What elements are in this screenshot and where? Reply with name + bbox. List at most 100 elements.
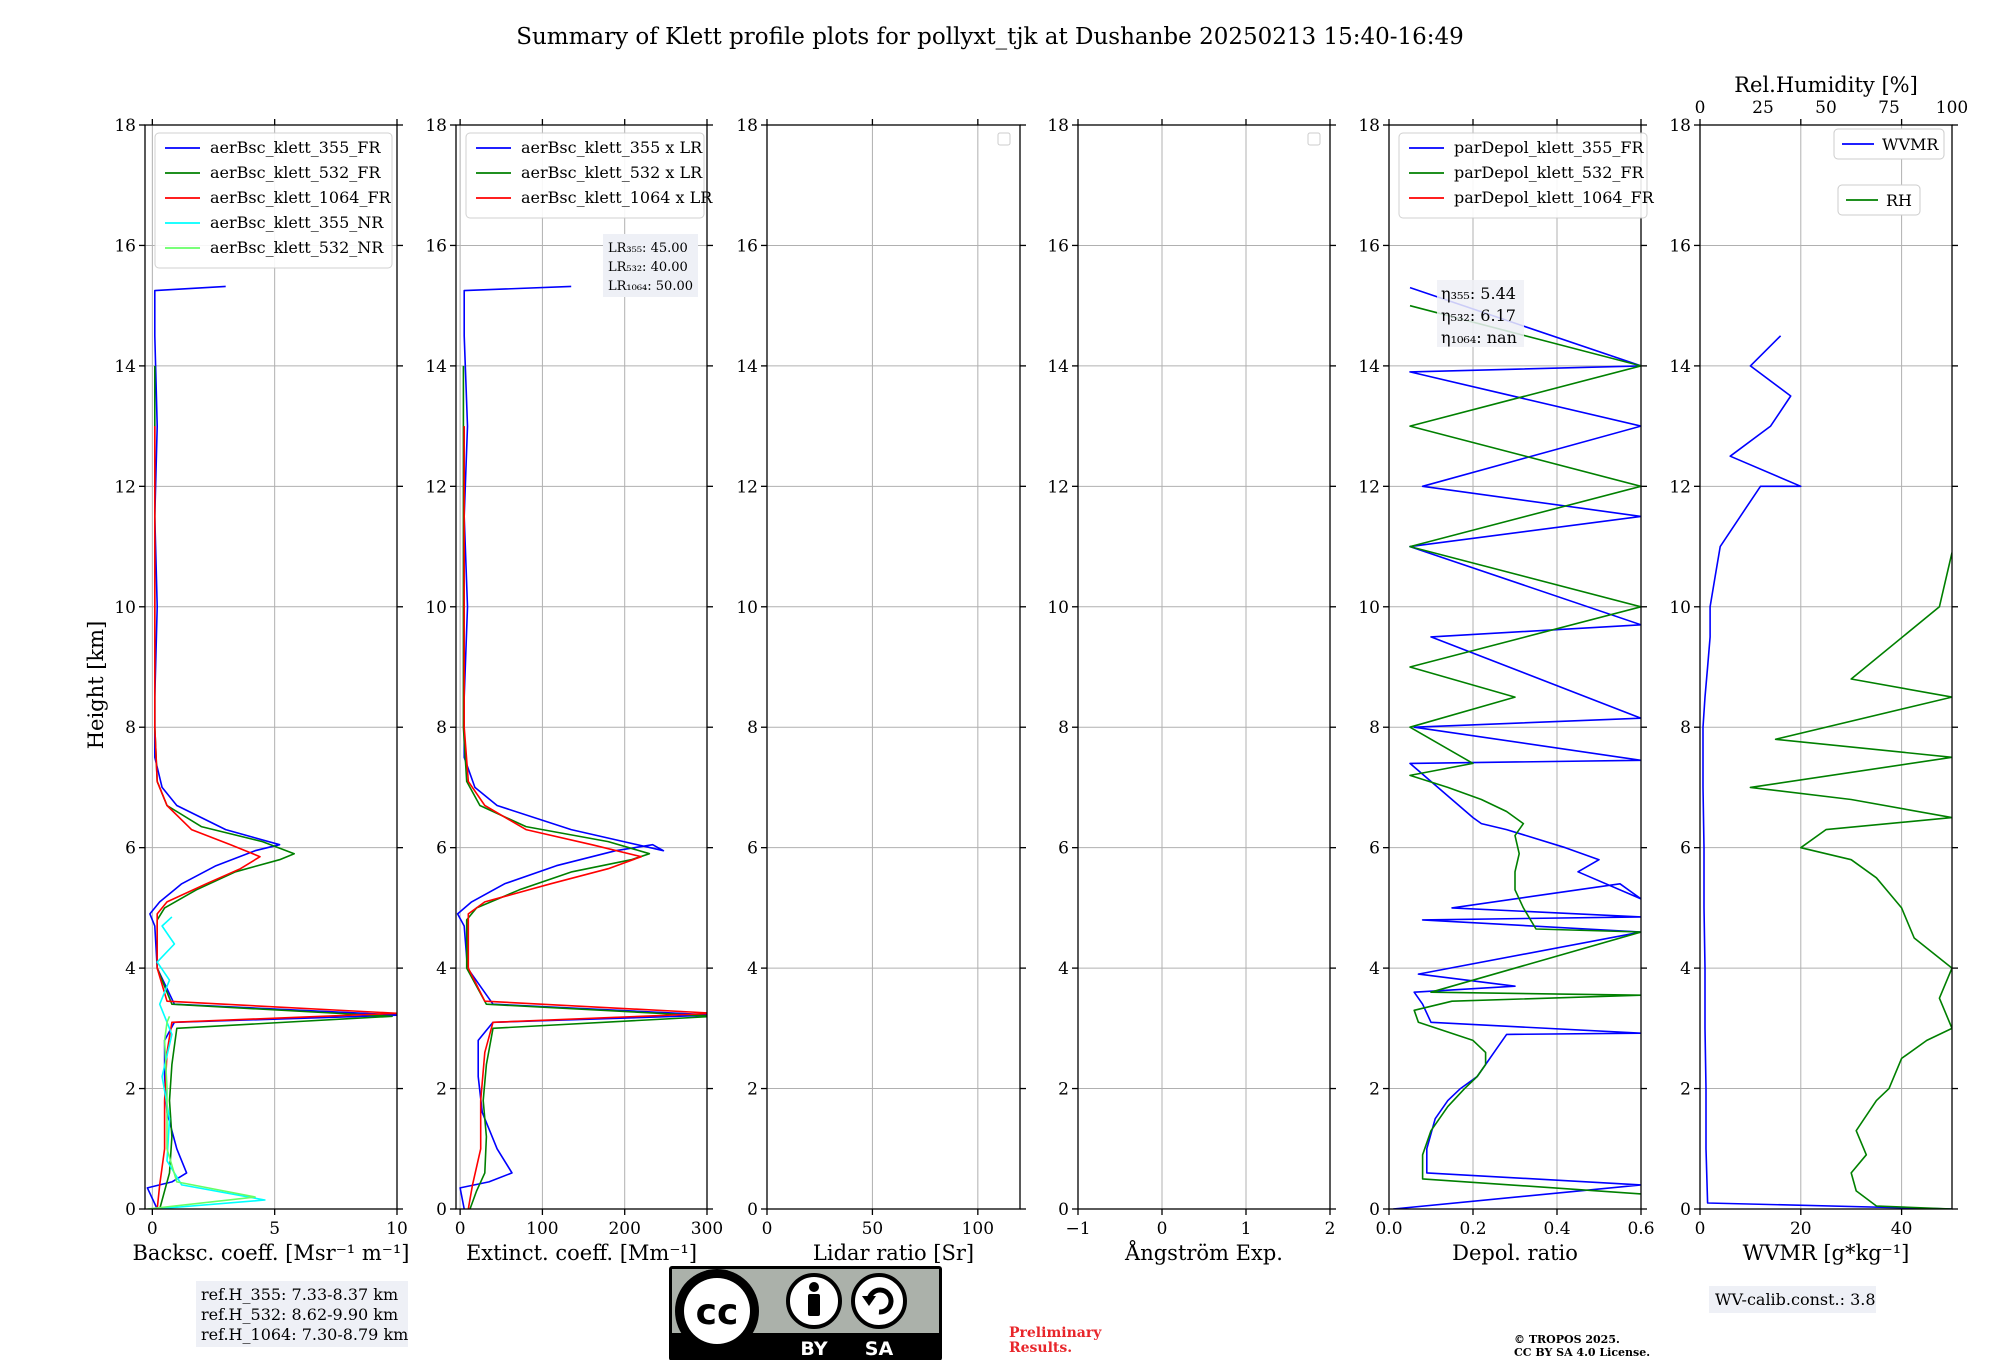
lidar-ratio-text: LR₁₀₆₄: 50.00	[608, 279, 693, 294]
x-tick-label: 0.2	[1459, 1219, 1486, 1239]
copyright-line2: CC BY SA 4.0 License.	[1514, 1346, 1650, 1359]
y-tick-label: 14	[425, 357, 447, 377]
y-tick-label: 6	[747, 839, 758, 859]
y-tick-label: 8	[1058, 718, 1069, 738]
legend-entry: aerBsc_klett_355 x LR	[521, 138, 703, 157]
x-tick-label: 5	[269, 1219, 280, 1239]
legend-entry: parDepol_klett_1064_FR	[1454, 188, 1655, 207]
y-tick-label: 6	[1369, 839, 1380, 859]
series-line-aerBsc_klett_1064 x LR	[463, 426, 707, 1209]
by-icon-body	[808, 1294, 820, 1316]
y-tick-label: 2	[747, 1080, 758, 1100]
top-x-tick-label: 75	[1878, 98, 1900, 118]
y-tick-label: 10	[1047, 598, 1069, 618]
x-axis-label: WVMR [g*kg⁻¹]	[1743, 1241, 1910, 1265]
legend-entry: aerBsc_klett_355_NR	[210, 213, 384, 232]
y-tick-label: 2	[436, 1080, 447, 1100]
y-tick-label: 18	[1669, 116, 1691, 136]
ref-height-532: ref.H_532: 8.62-9.90 km	[201, 1305, 398, 1324]
x-axis-label: Depol. ratio	[1452, 1241, 1578, 1265]
y-tick-label: 0	[1680, 1200, 1691, 1220]
plot-frame	[1388, 124, 1642, 1210]
x-tick-label: 0	[147, 1219, 158, 1239]
y-tick-label: 14	[736, 357, 758, 377]
y-tick-label: 0	[1369, 1200, 1380, 1220]
top-x-tick-label: 50	[1815, 98, 1837, 118]
reference-height-box-bg	[196, 1281, 408, 1347]
y-tick-label: 8	[125, 718, 136, 738]
plot-frame	[144, 124, 398, 1210]
y-tick-label: 12	[736, 477, 758, 497]
y-tick-label: 10	[114, 598, 136, 618]
top-x-tick-label: 0	[1695, 98, 1706, 118]
y-tick-label: 2	[1058, 1080, 1069, 1100]
cc-by-label: BY	[800, 1338, 827, 1360]
series-line-aerBsc_klett_355_NR	[154, 916, 266, 1209]
y-tick-label: 10	[736, 598, 758, 618]
x-tick-label: 20	[1790, 1219, 1812, 1239]
wv-calibration-text: WV-calib.const.: 3.8	[1715, 1290, 1876, 1309]
y-tick-label: 12	[425, 477, 447, 497]
y-tick-label: 4	[747, 959, 758, 979]
sa-icon-arrowhead	[862, 1296, 876, 1306]
series-line-WVMR	[1702, 335, 1952, 1209]
y-tick-label: 4	[1680, 959, 1691, 979]
series-line-aerBsc_klett_355 x LR	[456, 285, 707, 1209]
series-group	[456, 285, 707, 1209]
y-tick-label: 18	[114, 116, 136, 136]
eta-text: η₅₃₂: 6.17	[1441, 306, 1516, 325]
legend-entry: aerBsc_klett_355_FR	[210, 138, 381, 157]
y-tick-label: 0	[1058, 1200, 1069, 1220]
x-tick-label: 0	[1157, 1219, 1168, 1239]
legend-box	[1398, 132, 1648, 219]
y-tick-label: 12	[1669, 477, 1691, 497]
legend-entry: aerBsc_klett_532_NR	[210, 238, 384, 257]
x-axis-label: Ångström Exp.	[1124, 1240, 1283, 1265]
legend-box	[465, 132, 705, 219]
top-x-tick-label: 100	[1936, 98, 1968, 118]
y-tick-label: 10	[1669, 598, 1691, 618]
top-x-tick-label: 25	[1752, 98, 1774, 118]
lidar-ratio-box	[603, 234, 698, 297]
empty-legend-box	[1307, 132, 1321, 146]
plot-frame	[455, 124, 708, 1210]
sa-icon-arrow	[866, 1287, 894, 1315]
y-tick-label: 16	[114, 236, 136, 256]
x-tick-label: 40	[1891, 1219, 1913, 1239]
y-tick-label: 12	[1047, 477, 1069, 497]
legend-box	[154, 132, 393, 269]
legend-entry: aerBsc_klett_1064_FR	[210, 188, 392, 207]
y-tick-label: 8	[747, 718, 758, 738]
x-tick-label: 300	[691, 1219, 723, 1239]
eta-text: η₃₅₅: 5.44	[1441, 284, 1516, 303]
cc-license-badge: cc BY SA	[669, 1266, 942, 1360]
preliminary-note-line1: Preliminary	[1009, 1325, 1102, 1341]
y-tick-label: 4	[436, 959, 447, 979]
panel-depol: 0 2 4 6 8 10 12 14 16 18 0.0 0.2 0.4 0.6 Depol. ratio p…	[1358, 116, 1654, 1265]
series-line-aerBsc_klett_532_FR	[154, 365, 393, 1209]
y-tick-label: 14	[1047, 357, 1069, 377]
reference-height-box: ref.H_355: 7.33-8.37 km ref.H_532: 8.62-…	[196, 1281, 408, 1347]
y-tick-label: 10	[1358, 598, 1380, 618]
x-tick-label: 2	[1325, 1219, 1336, 1239]
y-tick-label: 16	[1047, 236, 1069, 256]
y-tick-label: 4	[125, 959, 136, 979]
x-tick-label: 50	[862, 1219, 884, 1239]
lidar-ratio-text: LR₅₃₂: 40.00	[608, 260, 688, 275]
eta-box	[1437, 280, 1524, 347]
y-tick-label: 12	[114, 477, 136, 497]
y-tick-label: 8	[1680, 718, 1691, 738]
legend-entry: aerBsc_klett_1064 x LR	[521, 188, 713, 207]
y-tick-label: 14	[114, 357, 136, 377]
x-tick-label: 100	[526, 1219, 558, 1239]
y-tick-label: 16	[425, 236, 447, 256]
legend-entry: aerBsc_klett_532_FR	[210, 163, 381, 182]
x-tick-label: 100	[962, 1219, 994, 1239]
x-tick-label: 200	[608, 1219, 640, 1239]
x-tick-label: −1	[1065, 1219, 1090, 1239]
